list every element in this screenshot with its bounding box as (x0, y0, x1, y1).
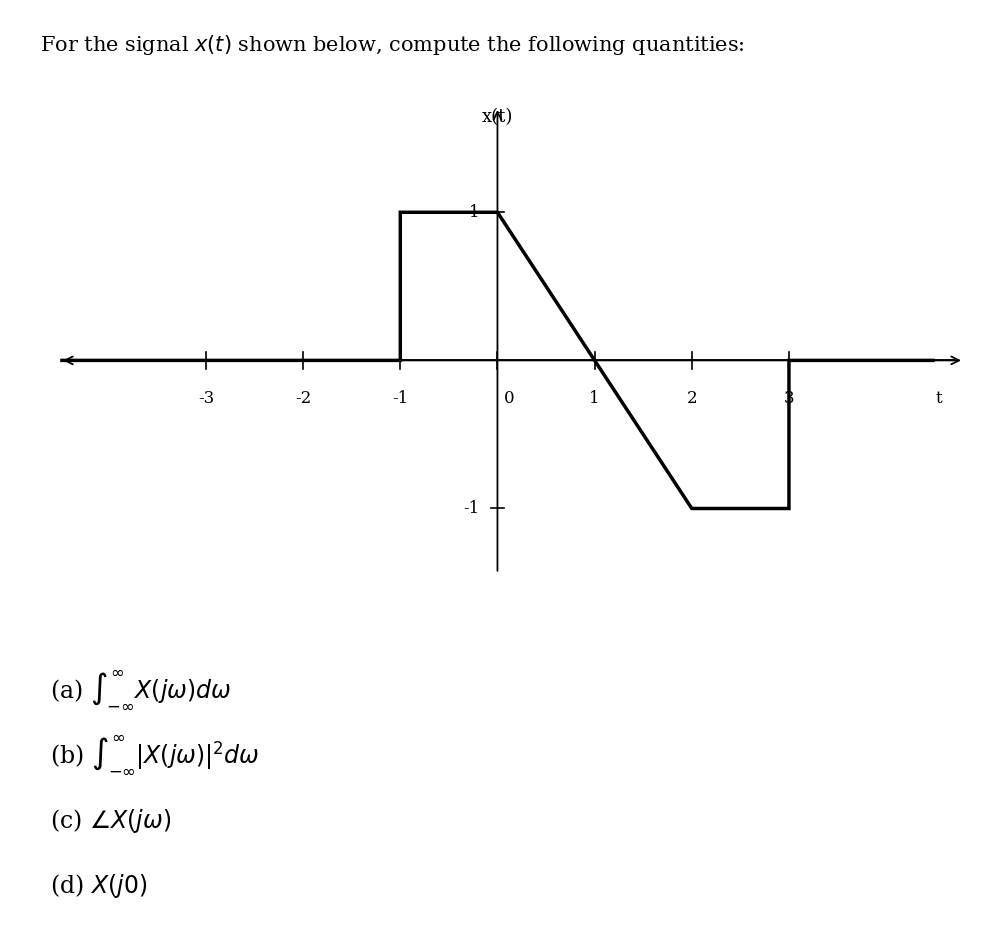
Text: -3: -3 (198, 390, 214, 407)
Text: (d) $X(j0)$: (d) $X(j0)$ (50, 872, 147, 900)
Text: (b) $\int_{-\infty}^{\infty} |X(j\omega)|^2 d\omega$: (b) $\int_{-\infty}^{\infty} |X(j\omega)… (50, 734, 260, 777)
Text: For the signal $x(t)$ shown below, compute the following quantities:: For the signal $x(t)$ shown below, compu… (40, 33, 744, 57)
Text: 3: 3 (783, 390, 793, 407)
Text: 1: 1 (468, 204, 479, 220)
Text: 1: 1 (589, 390, 600, 407)
Text: -1: -1 (463, 500, 479, 517)
Text: 0: 0 (504, 390, 514, 407)
Text: -1: -1 (392, 390, 408, 407)
Text: 2: 2 (686, 390, 696, 407)
Text: (a) $\int_{-\infty}^{\infty} X(j\omega)d\omega$: (a) $\int_{-\infty}^{\infty} X(j\omega)d… (50, 668, 232, 711)
Text: (c) $\angle X(j\omega)$: (c) $\angle X(j\omega)$ (50, 807, 172, 835)
Text: t: t (935, 390, 942, 407)
Text: x(t): x(t) (481, 108, 513, 126)
Text: -2: -2 (295, 390, 311, 407)
